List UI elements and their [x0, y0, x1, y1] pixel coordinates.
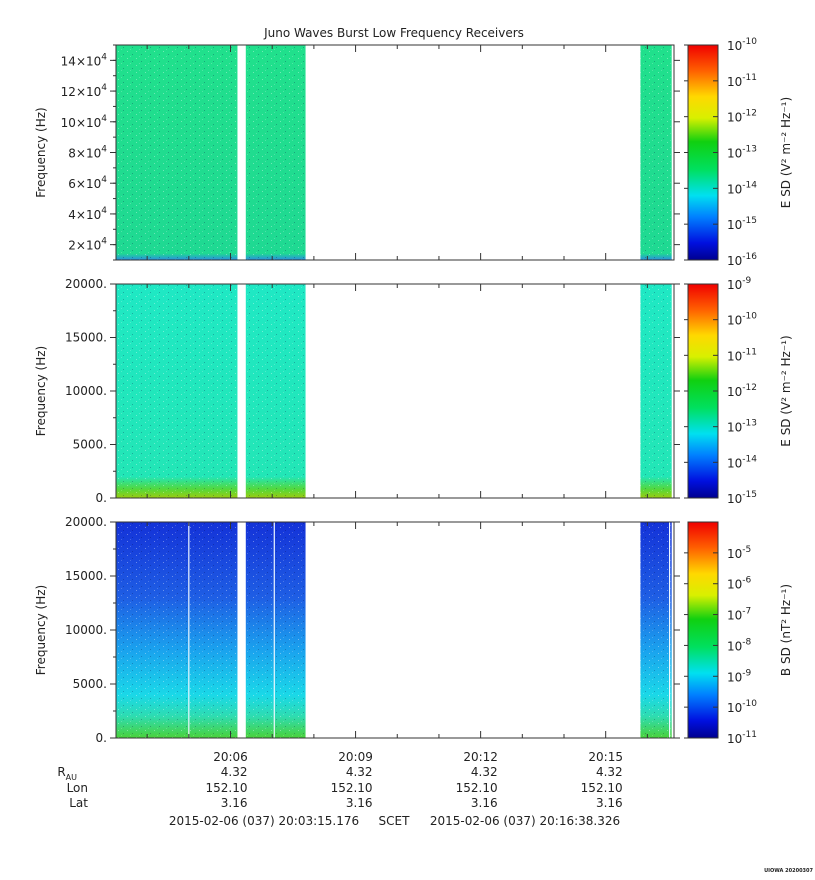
spectrogram-texture [640, 284, 672, 498]
colorbar-tick-label: 10-11 [727, 730, 757, 746]
colorbar-tick-label: 10-15 [727, 216, 757, 232]
ephemeris-value: 3.16 [346, 796, 373, 810]
colorbar-tick-label: 10-13 [727, 145, 757, 161]
colorbar-tick-label: 10-13 [727, 419, 757, 435]
spectrogram-texture [245, 45, 306, 260]
y-axis-label: Frequency (Hz) [34, 585, 48, 676]
colorbar-tick-label: 10-11 [727, 347, 757, 363]
y-tick-label: 10000. [65, 384, 107, 398]
colorbar-tick-label: 10-14 [727, 180, 757, 196]
y-tick-label: 8×104 [68, 145, 107, 161]
ephemeris-row-label: RAU [57, 765, 77, 782]
y-tick-label: 15000. [65, 569, 107, 583]
ephemeris-value: 3.16 [221, 796, 248, 810]
footer-start-time: 2015-02-06 (037) 20:03:15.176 [169, 814, 359, 828]
ephemeris-value: 4.32 [471, 765, 498, 779]
y-tick-label: 12×104 [61, 83, 108, 99]
colorbar-tick-label: 10-10 [727, 37, 757, 53]
panels: 2×104 4×104 6×104 8×104 10×104 12×104 14×104 Fr… [34, 37, 793, 746]
spectrogram-texture [245, 522, 306, 738]
x-axis: 20:06 20:09 20:12 20:15 [213, 750, 623, 764]
colorbar-label: E SD (V² m⁻² Hz⁻¹) [779, 335, 793, 446]
spectrogram-texture [245, 284, 306, 498]
processing-stamp: UIOWA 20200307 [764, 868, 813, 874]
colorbar-tick-label: 10-10 [727, 312, 757, 328]
panel-2: 0. 5000. 10000. 15000. 20000. Frequency (Hz) 1… [34, 276, 793, 506]
ephemeris-value: 152.10 [206, 781, 248, 795]
ephemeris-value: 4.32 [596, 765, 623, 779]
colorbar-tick-label: 10-15 [727, 490, 757, 506]
colorbar-tick-label: 10-12 [727, 109, 757, 125]
y-tick-label: 5000. [73, 438, 107, 452]
spectrogram-texture [640, 45, 672, 260]
ephemeris-row-label: Lon [67, 781, 88, 795]
colorbar-label: E SD (V² m⁻² Hz⁻¹) [779, 97, 793, 208]
y-tick-label: 20000. [65, 515, 107, 529]
colorbar-tick-label: 10-16 [727, 252, 757, 268]
colorbar-tick-label: 10-12 [727, 383, 757, 399]
colorbar-tick-label: 10-10 [727, 699, 757, 715]
y-tick-label: 0. [96, 491, 107, 505]
chart-title: Juno Waves Burst Low Frequency Receivers [263, 26, 524, 40]
y-tick-label: 20000. [65, 277, 107, 291]
spectrogram-texture [640, 522, 672, 738]
spectrogram-texture [115, 284, 238, 498]
colorbar [688, 522, 718, 738]
footer-end-time: 2015-02-06 (037) 20:16:38.326 [430, 814, 620, 828]
colorbar-tick-label: 10-11 [727, 73, 757, 89]
x-tick-label: 20:15 [588, 750, 623, 764]
y-tick-label: 2×104 [68, 237, 107, 253]
panel-3: 0. 5000. 10000. 15000. 20000. Frequency (Hz) 1… [34, 515, 793, 746]
panel-1: 2×104 4×104 6×104 8×104 10×104 12×104 14×104 Fr… [34, 37, 793, 268]
ephemeris-value: 3.16 [471, 796, 498, 810]
y-tick-label: 10×104 [61, 114, 108, 130]
x-tick-label: 20:06 [213, 750, 248, 764]
y-tick-label: 15000. [65, 331, 107, 345]
ephemeris-value: 152.10 [581, 781, 623, 795]
y-tick-label: 5000. [73, 677, 107, 691]
y-tick-label: 14×104 [61, 52, 108, 68]
y-tick-label: 10000. [65, 623, 107, 637]
y-tick-label: 4×104 [68, 206, 107, 222]
ephemeris-table: 4.32152.103.164.32152.103.164.32152.103.… [57, 765, 622, 810]
colorbar-frame [687, 521, 719, 739]
y-tick-label: 0. [96, 731, 107, 745]
x-tick-label: 20:09 [338, 750, 373, 764]
ephemeris-value: 152.10 [331, 781, 373, 795]
colorbar-tick-label: 10-5 [727, 545, 751, 561]
spectrogram-texture [115, 45, 238, 260]
colorbar-tick-label: 10-8 [727, 637, 752, 653]
footer-scet-label: SCET [379, 814, 411, 828]
colorbar-tick-label: 10-9 [727, 276, 752, 292]
x-tick-label: 20:12 [463, 750, 498, 764]
ephemeris-value: 3.16 [596, 796, 623, 810]
ephemeris-value: 4.32 [221, 765, 248, 779]
ephemeris-value: 152.10 [456, 781, 498, 795]
colorbar-tick-label: 10-14 [727, 454, 757, 470]
spectrogram-texture [115, 522, 238, 738]
y-axis-label: Frequency (Hz) [34, 346, 48, 437]
colorbar-tick-label: 10-7 [727, 607, 751, 623]
y-tick-label: 6×104 [68, 175, 107, 191]
colorbar-tick-label: 10-9 [727, 668, 752, 684]
colorbar-label: B SD (nT² Hz⁻¹) [779, 584, 793, 676]
ephemeris-value: 4.32 [346, 765, 373, 779]
colorbar-tick-label: 10-6 [727, 576, 752, 592]
ephemeris-row-label: Lat [69, 796, 88, 810]
y-axis-label: Frequency (Hz) [34, 107, 48, 198]
